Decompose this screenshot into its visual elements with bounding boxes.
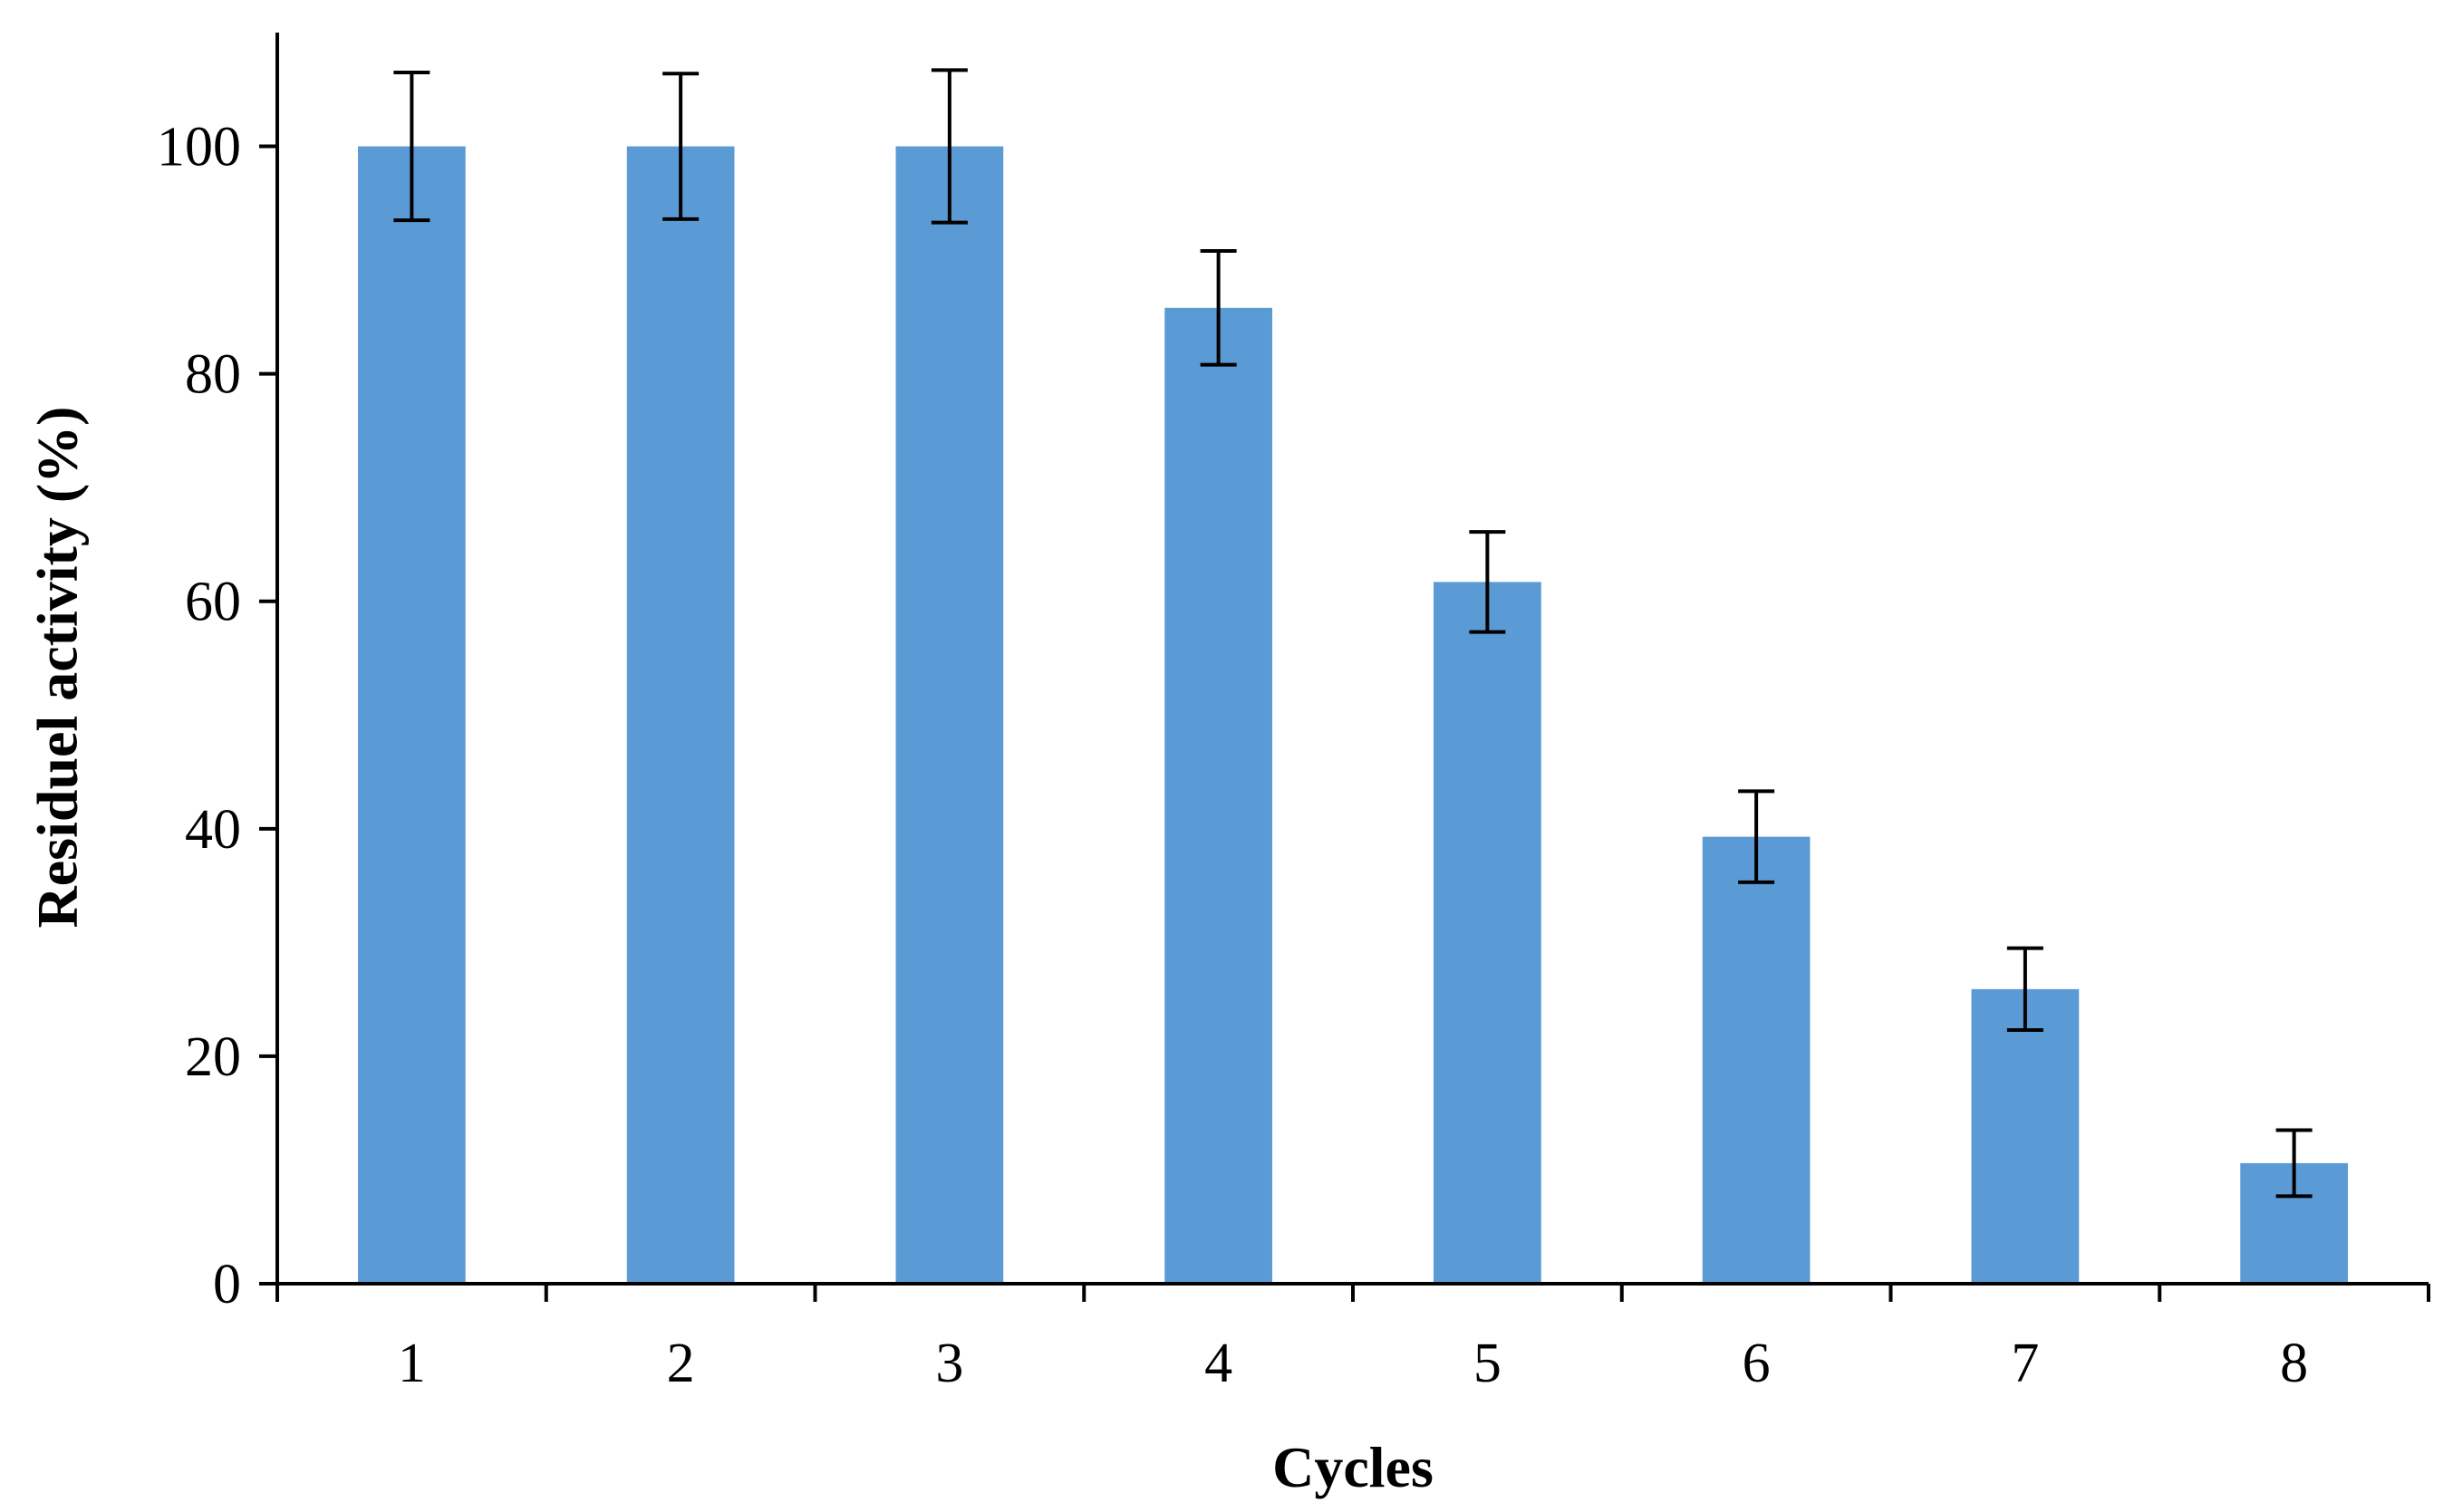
x-axis-title: Cycles [1272,1435,1434,1499]
error-bars-layer [393,68,2313,1199]
bar-cycle-7 [1971,988,2080,1284]
y-axis-ticks: 0 20 40 60 80 100 [157,117,277,1315]
bar-cycle-1 [358,146,466,1285]
bar-cycle-6 [1702,836,1811,1284]
error-bar-cycle-6 [1738,789,1775,884]
x-tick-label-4: 4 [1204,1333,1232,1394]
y-tick-label: 40 [185,799,241,861]
error-bar-cycle-5 [1469,530,1506,634]
y-tick-label: 0 [213,1254,241,1315]
x-axis-ticks: 1 2 3 4 5 6 7 8 [275,1284,2430,1394]
x-tick-label-5: 5 [1473,1333,1502,1394]
x-tick-label-8: 8 [2280,1333,2308,1394]
error-bar-cycle-8 [2275,1128,2313,1199]
bar-cycle-3 [895,146,1004,1285]
bar-cycle-5 [1434,582,1541,1284]
x-tick-label-1: 1 [398,1333,426,1394]
bar-cycle-4 [1164,307,1272,1284]
x-tick-label-3: 3 [935,1333,963,1394]
y-axis-title: Residuel activity (%) [25,407,90,929]
error-bar-cycle-3 [931,68,968,225]
y-tick-label: 20 [185,1026,241,1088]
y-tick-label: 60 [185,572,241,633]
bars-layer [358,146,2348,1285]
x-tick-label-2: 2 [667,1333,695,1394]
y-tick-label: 100 [157,117,241,178]
x-tick-label-6: 6 [1743,1333,1771,1394]
error-bar-cycle-2 [662,72,700,221]
error-bar-cycle-1 [393,70,430,223]
error-bar-cycle-7 [2006,946,2043,1033]
error-bar-cycle-4 [1200,249,1237,367]
y-tick-label: 80 [185,344,241,406]
x-tick-label-7: 7 [2011,1333,2039,1394]
bar-cycle-2 [626,146,735,1285]
